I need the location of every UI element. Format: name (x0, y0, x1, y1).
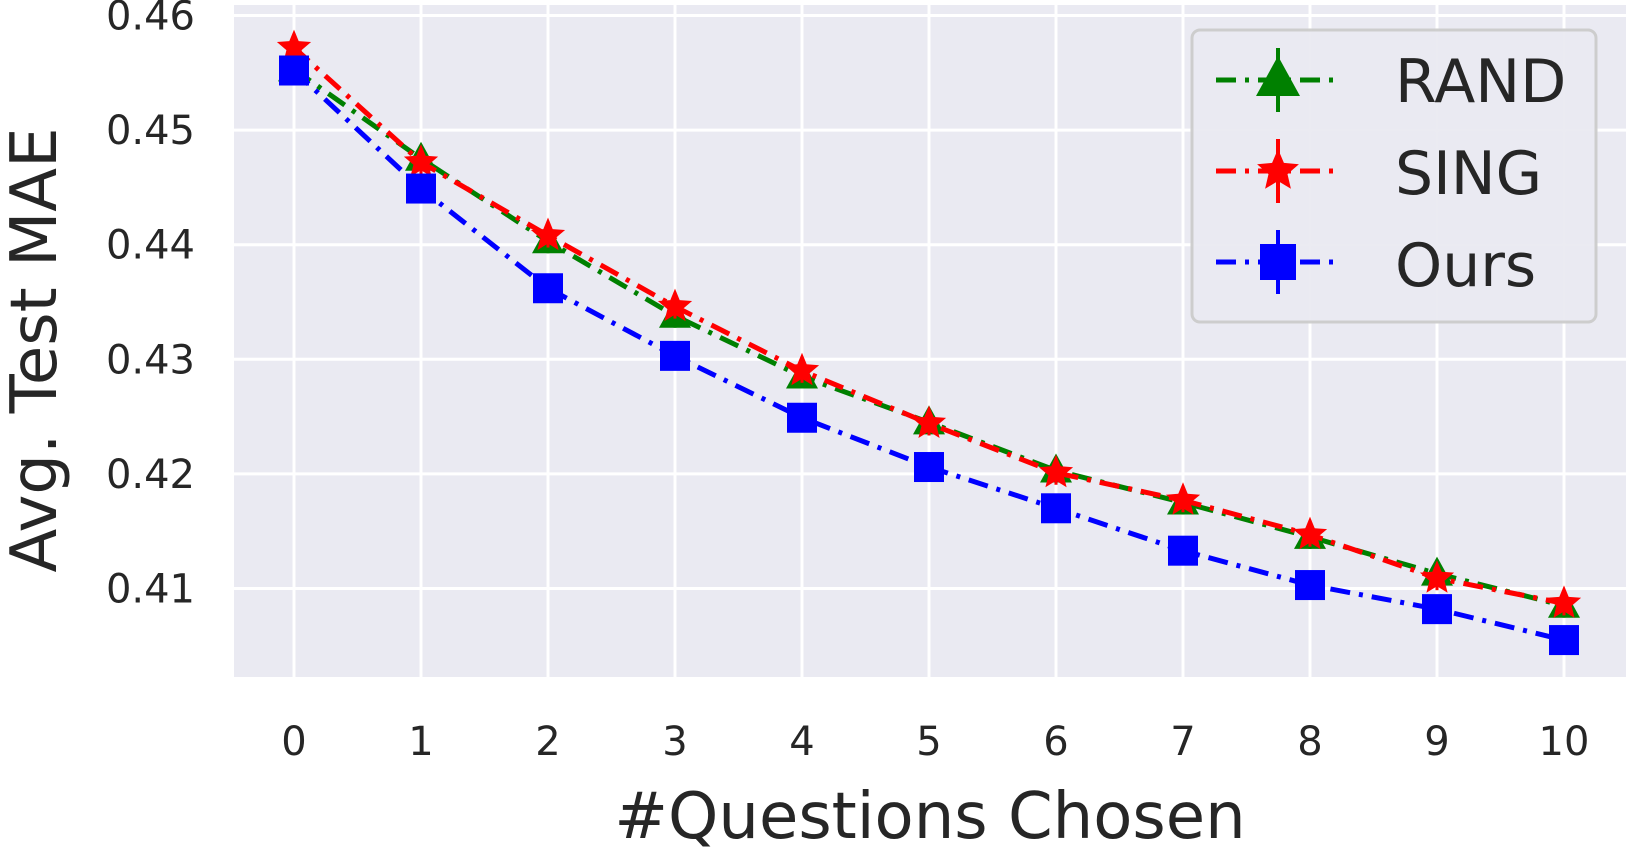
data-point-ours (533, 273, 563, 304)
data-point-ours (1168, 535, 1198, 566)
x-tick-labels: 0 1 2 3 4 5 6 7 8 9 10 (281, 719, 1589, 765)
data-point-sing (530, 217, 566, 251)
legend: RAND SING Ours (1190, 28, 1598, 324)
data-point-ours (1295, 570, 1325, 601)
legend-item-rand (1216, 48, 1340, 112)
y-tick-labels: 0.41 0.42 0.43 0.44 0.45 0.46 (106, 0, 195, 613)
x-tick-label: 6 (1043, 719, 1068, 765)
x-tick-label: 8 (1297, 719, 1322, 765)
y-tick-label: 0.42 (106, 452, 195, 498)
data-point-sing (1419, 560, 1455, 593)
data-point-sing (784, 352, 820, 386)
y-tick-label: 0.45 (106, 108, 195, 154)
data-point-sing (1546, 585, 1582, 618)
data-point-sing (911, 405, 947, 438)
data-point-sing (276, 29, 312, 63)
data-point-ours (660, 340, 690, 371)
x-axis-label: #Questions Chosen (614, 780, 1245, 853)
y-tick-label: 0.44 (106, 223, 195, 269)
data-point-ours (787, 402, 817, 433)
x-tick-label: 1 (408, 719, 433, 765)
x-tick-label: 5 (916, 719, 941, 765)
legend-label-sing: SING (1395, 139, 1542, 209)
legend-label-ours: Ours (1395, 231, 1536, 301)
x-tick-label: 3 (662, 719, 687, 765)
y-tick-label: 0.43 (106, 337, 195, 383)
series-ours (279, 55, 1579, 656)
series-layer (276, 29, 1582, 656)
data-point-sing (657, 288, 693, 322)
y-tick-label: 0.41 (106, 567, 195, 613)
x-tick-label: 2 (535, 719, 560, 765)
data-point-ours (406, 173, 436, 204)
data-point-ours (1422, 594, 1452, 625)
x-tick-label: 0 (281, 719, 306, 765)
legend-item-ours (1216, 230, 1340, 294)
legend-marker-sing (1257, 149, 1299, 189)
data-point-sing (403, 144, 439, 177)
x-tick-label: 4 (789, 719, 814, 765)
legend-marker-rand (1256, 56, 1300, 96)
data-point-ours (279, 55, 309, 86)
y-tick-label: 0.46 (106, 0, 195, 40)
x-tick-label: 7 (1170, 719, 1195, 765)
data-point-ours (1549, 625, 1579, 656)
y-axis-label: Avg. Test MAE (0, 127, 72, 572)
data-point-sing (1038, 454, 1074, 488)
data-point-sing (1292, 516, 1328, 550)
data-point-sing (1165, 482, 1201, 515)
legend-marker-ours (1260, 244, 1296, 280)
x-tick-label: 9 (1424, 719, 1449, 765)
series-sing (276, 29, 1582, 618)
data-point-ours (914, 452, 944, 483)
data-point-ours (1041, 493, 1071, 524)
legend-items (1216, 48, 1340, 294)
legend-item-sing (1216, 139, 1340, 203)
legend-label-rand: RAND (1395, 47, 1566, 117)
x-tick-label: 10 (1539, 719, 1590, 765)
